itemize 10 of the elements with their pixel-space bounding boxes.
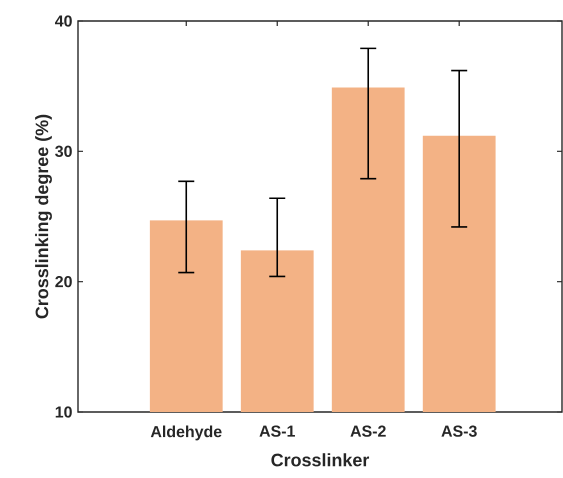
x-axis-title: Crosslinker [271, 453, 370, 466]
y-tick-label: 10 [56, 406, 72, 418]
x-tick-label: AS-3 [441, 426, 477, 437]
x-tick-label: AS-1 [259, 426, 295, 437]
y-tick-label: 30 [55, 146, 72, 157]
y-axis-title: Crosslinking degree (%) [35, 114, 52, 318]
y-tick-label: 40 [54, 15, 72, 27]
y-tick-label: 20 [55, 276, 72, 288]
x-tick-label: AS-2 [350, 426, 386, 437]
x-tick-label: Aldehyde [150, 426, 222, 440]
